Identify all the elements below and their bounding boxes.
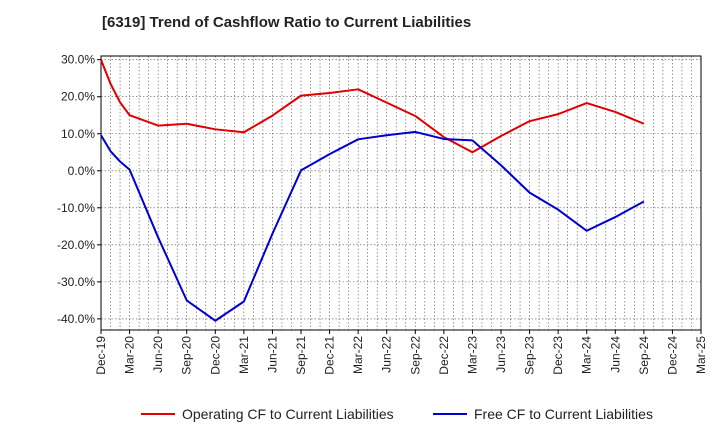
series-layer xyxy=(100,59,645,322)
plot-frame xyxy=(100,55,702,331)
chart-title: [6319] Trend of Cashflow Ratio to Curren… xyxy=(102,14,472,31)
y-tick-label: 10.0% xyxy=(61,127,95,141)
x-tick-label: Dec-19 xyxy=(94,336,108,375)
x-tick-label: Mar-23 xyxy=(465,336,479,374)
y-tick-label: 0.0% xyxy=(68,164,96,178)
y-ticks-layer: 30.0% 20.0% 10.0% 0.0% -10.0% -20.0% -30.0% -40… xyxy=(57,53,101,326)
x-tick-label: Mar-24 xyxy=(580,336,594,374)
x-tick-label: Dec-21 xyxy=(323,336,337,375)
grid-layer xyxy=(101,56,701,330)
x-tick-label: Dec-24 xyxy=(665,336,679,375)
x-ticks-layer: Dec-19 Mar-20 Jun-20 Sep-20 Dec-20 Mar-21 Jun-… xyxy=(94,330,708,375)
x-tick-label: Jun-21 xyxy=(265,336,279,373)
x-tick-label: Jun-24 xyxy=(608,336,622,373)
legend-layer: Operating CF to Current Liabilities Free… xyxy=(141,406,653,422)
series-line-operating-cf xyxy=(100,59,645,154)
y-tick-label: -20.0% xyxy=(57,238,95,252)
x-tick-label: Dec-23 xyxy=(551,336,565,375)
x-tick-label: Jun-20 xyxy=(151,336,165,373)
legend-label-operating-cf: Operating CF to Current Liabilities xyxy=(182,406,394,422)
x-tick-label: Mar-20 xyxy=(123,336,137,374)
x-tick-label: Mar-22 xyxy=(351,336,365,374)
x-tick-label: Dec-22 xyxy=(437,336,451,375)
y-tick-label: 30.0% xyxy=(61,53,95,67)
y-tick-label: -30.0% xyxy=(57,275,95,289)
x-tick-label: Sep-23 xyxy=(523,336,537,375)
legend-label-free-cf: Free CF to Current Liabilities xyxy=(474,406,653,422)
x-tick-label: Sep-22 xyxy=(408,336,422,375)
y-tick-label: -40.0% xyxy=(57,312,95,326)
x-tick-label: Mar-21 xyxy=(237,336,251,374)
y-tick-label: -10.0% xyxy=(57,201,95,215)
x-tick-label: Jun-23 xyxy=(494,336,508,373)
series-line-free-cf xyxy=(100,130,645,322)
x-tick-label: Dec-20 xyxy=(208,336,222,375)
x-tick-label: Mar-25 xyxy=(694,336,708,374)
x-tick-label: Sep-24 xyxy=(637,336,651,375)
x-tick-label: Sep-21 xyxy=(294,336,308,375)
y-tick-label: 20.0% xyxy=(61,90,95,104)
x-tick-label: Sep-20 xyxy=(180,336,194,375)
x-tick-label: Jun-22 xyxy=(380,336,394,373)
